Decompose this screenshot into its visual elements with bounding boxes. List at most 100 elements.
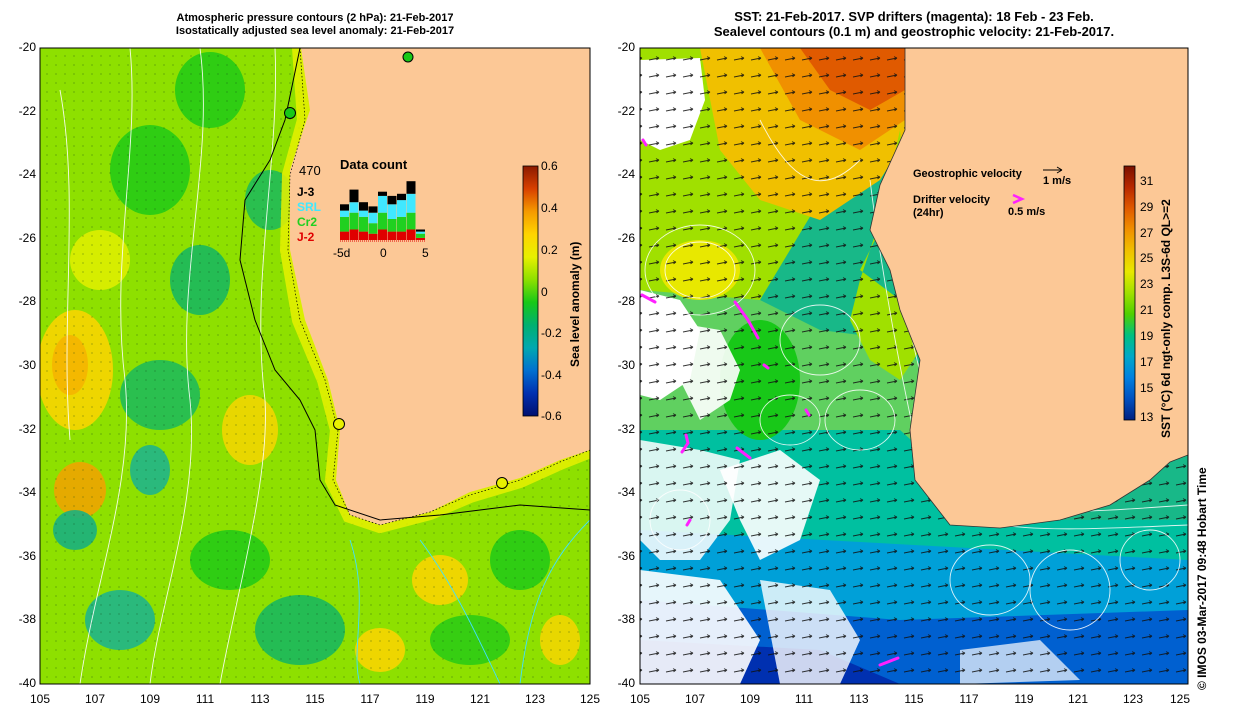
sst-cb-tick: 19 <box>1140 329 1154 343</box>
sla-cb-tick: 0.6 <box>541 159 558 173</box>
data-count-bar-cr2 <box>359 216 368 232</box>
sst-colorbar-label: SST (°C) 6d ngt-only comp. L3S-6d QL>=2 <box>1159 199 1173 438</box>
left-y-tick: -24 <box>18 167 36 181</box>
data-count-bar-srl <box>340 210 349 217</box>
data-count-bar-j3 <box>378 191 387 196</box>
sla-cb-tick: -0.2 <box>541 326 562 340</box>
left-x-tick: 115 <box>305 692 325 706</box>
coastline-dotted <box>287 48 590 526</box>
left-x-tick: 111 <box>195 692 215 706</box>
left-map-frame <box>39 47 591 685</box>
data-count-bar-j3 <box>359 202 368 211</box>
right-x-tick: 105 <box>629 692 651 706</box>
right-y-tick: -36 <box>617 549 635 563</box>
left-map-title: Atmospheric pressure contours (2 hPa): 2… <box>40 12 590 37</box>
left-y-tick: -32 <box>18 422 36 436</box>
data-count-bar-srl <box>349 202 359 213</box>
australia-land-right <box>870 48 1188 528</box>
right-y-tick: -30 <box>617 358 635 372</box>
drifter-legend-sublabel: (24hr) <box>913 207 944 219</box>
data-count-bar-cr2 <box>397 216 406 232</box>
sla-cb-tick: 0.2 <box>541 243 558 257</box>
data-count-bar-srl <box>397 200 406 217</box>
sst-cb-tick: 31 <box>1140 174 1154 188</box>
data-count-bar-cr2 <box>368 223 378 234</box>
sst-colorbar <box>1123 165 1136 421</box>
right-x-tick: 119 <box>1014 692 1034 706</box>
svp-drifter-tracks <box>640 138 900 667</box>
right-y-tick: -22 <box>617 104 635 118</box>
drifter-scale-arrow <box>1012 193 1026 205</box>
left-y-tick: -34 <box>18 485 36 499</box>
left-y-tick: -40 <box>18 676 36 690</box>
left-x-tick: 123 <box>524 692 546 706</box>
right-y-tick: -28 <box>617 294 635 308</box>
legend-j2: J-2 <box>297 230 315 244</box>
data-count-bar-j2 <box>378 229 387 240</box>
legend-cr2: Cr2 <box>297 215 318 229</box>
data-count-bar-j2 <box>406 229 416 240</box>
data-count-bar-srl <box>406 193 416 213</box>
right-y-tick: -38 <box>617 612 635 626</box>
data-count-bar-srl <box>359 210 368 217</box>
right-x-tick: 113 <box>849 692 869 706</box>
data-count-bar-j2 <box>416 237 425 240</box>
left-y-tick: -26 <box>18 231 36 245</box>
right-x-tick: 123 <box>1122 692 1144 706</box>
sst-cb-tick: 29 <box>1140 200 1154 214</box>
left-x-tick: 121 <box>469 692 491 706</box>
coastline-right <box>869 48 1188 529</box>
data-count-bar-srl <box>387 204 397 219</box>
right-x-tick: 109 <box>739 692 761 706</box>
tide-gauges <box>284 51 508 489</box>
geostrophic-scale-arrow <box>1043 166 1063 174</box>
right-x-tick: 107 <box>684 692 706 706</box>
left-x-tick: 125 <box>579 692 601 706</box>
data-count-bar-j2 <box>359 231 368 240</box>
inset-axis-tick: 5 <box>422 246 429 260</box>
data-count-bar-j2 <box>349 229 359 240</box>
left-x-tick: 117 <box>360 692 380 706</box>
pressure-contours-white <box>59 48 276 684</box>
data-count-bar-cr2 <box>349 212 359 230</box>
imos-credit: © IMOS 03-Mar-2017 09:48 Hobart Time <box>1195 467 1209 690</box>
left-title-line1: Atmospheric pressure contours (2 hPa): 2… <box>176 12 454 24</box>
right-y-tick: -34 <box>617 485 635 499</box>
right-map-frame <box>639 47 1189 685</box>
data-count-bar-j3 <box>340 204 349 211</box>
left-y-tick: -36 <box>18 549 36 563</box>
right-y-tick: -24 <box>617 167 635 181</box>
left-x-tick: 105 <box>29 692 51 706</box>
sst-cb-tick: 21 <box>1140 303 1154 317</box>
left-y-tick: -22 <box>18 104 36 118</box>
right-x-tick: 111 <box>794 692 814 706</box>
data-count-bar-j2 <box>387 231 397 240</box>
data-count-bar-j3 <box>397 193 406 201</box>
sla-cb-tick: -0.4 <box>541 368 562 382</box>
data-count-bar-j3 <box>368 206 378 213</box>
data-count-bar-srl <box>378 195 387 213</box>
data-count-bars <box>340 181 426 242</box>
drifter-legend-scale: 0.5 m/s <box>1008 206 1046 218</box>
right-x-tick: 117 <box>959 692 979 706</box>
right-map-area <box>640 48 1188 684</box>
geostrophic-legend-scale: 1 m/s <box>1043 175 1072 187</box>
right-title-line2: Sealevel contours (0.1 m) and geostrophi… <box>713 23 1115 39</box>
left-x-tick: 107 <box>84 692 106 706</box>
right-y-tick: -26 <box>617 231 635 245</box>
data-count-bar-j3 <box>406 181 416 194</box>
sst-cb-tick: 25 <box>1140 251 1154 265</box>
data-count-bar-cr2 <box>387 219 397 232</box>
legend-srl: SRL <box>297 200 321 214</box>
left-map-area <box>40 48 590 684</box>
right-y-tick: -20 <box>617 40 635 54</box>
data-count-total: 470 <box>299 163 321 178</box>
data-count-bar-j3 <box>416 229 425 232</box>
left-x-tick: 119 <box>415 692 435 706</box>
data-count-bar-j2 <box>368 233 378 240</box>
data-count-title: Data count <box>340 157 408 172</box>
right-x-tick: 115 <box>904 692 924 706</box>
data-count-bar-cr2 <box>406 212 416 230</box>
left-y-tick: -20 <box>18 40 36 54</box>
